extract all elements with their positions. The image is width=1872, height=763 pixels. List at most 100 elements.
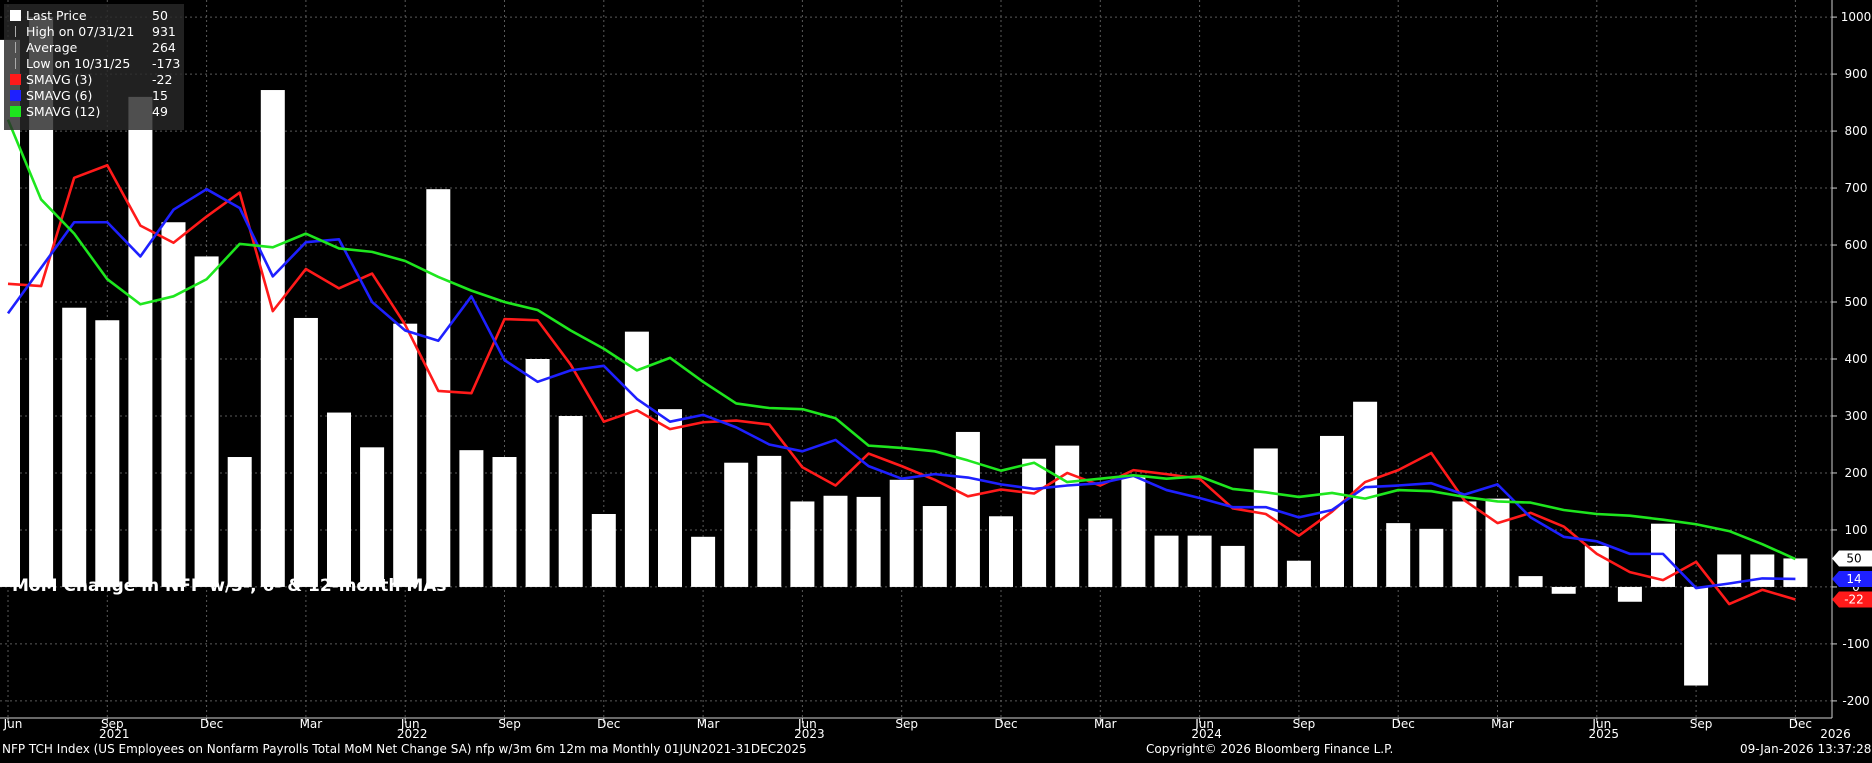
legend-value: -22 [152,72,173,87]
bar [1121,475,1146,587]
y-tick-label: -100 [1842,637,1869,651]
last-value-tag-bg [1832,550,1872,567]
legend-value: 49 [152,104,168,119]
footer-copyright: Copyright© 2026 Bloomberg Finance L.P. [1146,742,1394,756]
series-line-smavg-3- [7,163,1796,606]
y-tick-label: -200 [1842,694,1869,708]
bar [691,536,716,587]
x-tick-label: Mar [1094,717,1117,731]
legend-item: SMAVG (12) 49 [8,104,184,120]
bar [1750,554,1775,587]
bar [1684,586,1709,686]
bar [823,495,848,587]
legend-value: 50 [152,8,168,23]
legend-item: Average 264 [8,40,184,56]
legend-label: High on 07/31/21 [26,24,135,39]
x-tick-label: Sep [498,717,521,731]
bar [856,496,881,587]
bar [1584,545,1609,587]
bar [95,320,120,587]
bar [360,447,385,587]
last-value-tag-label: 50 [1846,551,1861,565]
legend-item: High on 07/31/21 931 [8,24,184,40]
y-tick-label: 200 [1845,466,1868,480]
last-value-tag-label: 14 [1846,572,1861,586]
y-tick-label: 800 [1845,124,1868,138]
bar [62,307,87,587]
bar [1088,518,1113,587]
legend-label: Last Price [26,8,87,23]
y-tick-label: 500 [1845,295,1868,309]
last-value-tag: 14 [1832,570,1872,587]
x-tick-label: Dec [597,717,620,731]
bar [525,359,550,587]
bar [194,256,219,587]
legend-label: Low on 10/31/25 [26,56,131,71]
series-line-smavg-12- [6,119,1796,561]
x-year-label: 2021 [99,727,130,741]
bar [1220,545,1245,587]
bar [1551,586,1576,594]
legend-label: SMAVG (6) [26,88,93,103]
y-tick-label: 600 [1845,238,1868,252]
bar [624,331,649,587]
x-tick-label: Jun [1591,717,1611,731]
legend-swatch [15,26,16,37]
legend-item: SMAVG (3) -22 [8,72,184,88]
legend: Last Price 50 High on 07/31/21 931 Average 26… [4,4,184,130]
x-year-label: 2025 [1589,727,1620,741]
y-tick-label: 700 [1845,181,1868,195]
bar [757,455,782,587]
x-tick-label: Sep [895,717,918,731]
x-tick-label: Sep [1293,717,1316,731]
last-value-tag-label: -22 [1844,592,1864,606]
last-value-tag-bg [1832,591,1872,608]
bar [393,323,418,587]
bar [1353,401,1378,587]
bar [1022,458,1047,587]
last-value-tag: 50 [1832,550,1872,567]
bar [922,506,947,587]
x-tick-label: Jun [3,717,23,731]
x-year-label: 2022 [397,727,428,741]
x-tick-label: Dec [200,717,223,731]
bar [1055,445,1080,587]
bar [658,409,682,587]
x-year-label: 2026 [1820,727,1851,741]
y-tick-label: 900 [1845,67,1868,81]
legend-swatch [10,74,21,85]
bar [128,96,153,587]
bar [459,450,484,587]
legend-item: Last Price 50 [8,8,184,24]
x-tick-label: Dec [994,717,1017,731]
y-tick-label: 1000 [1841,10,1872,24]
bar [29,17,54,587]
legend-label: SMAVG (3) [26,72,93,87]
bar [1617,586,1642,602]
last-value-tag-bg [1832,570,1872,587]
bar [1518,576,1543,587]
bar [591,513,616,587]
bar [558,415,583,587]
bar [327,412,351,587]
x-tick-label: Jun [797,717,817,731]
legend-value: 931 [152,24,176,39]
bar [260,90,285,587]
legend-value: 15 [152,88,168,103]
bar [1419,528,1444,587]
bar [1485,498,1510,587]
x-tick-label: Dec [1392,717,1415,731]
bar [1452,501,1477,587]
bar [1253,448,1278,587]
footer-timestamp: 09-Jan-2026 13:37:28 [1740,742,1872,756]
y-tick-label: 100 [1845,523,1868,537]
x-tick-label: Jun [1194,717,1214,731]
legend-swatch [15,58,16,69]
series-line-smavg-6- [6,187,1796,590]
bar [293,317,318,587]
legend-label: Average [26,40,78,55]
bar [724,462,749,587]
bar [0,39,20,587]
legend-swatch [10,106,21,117]
